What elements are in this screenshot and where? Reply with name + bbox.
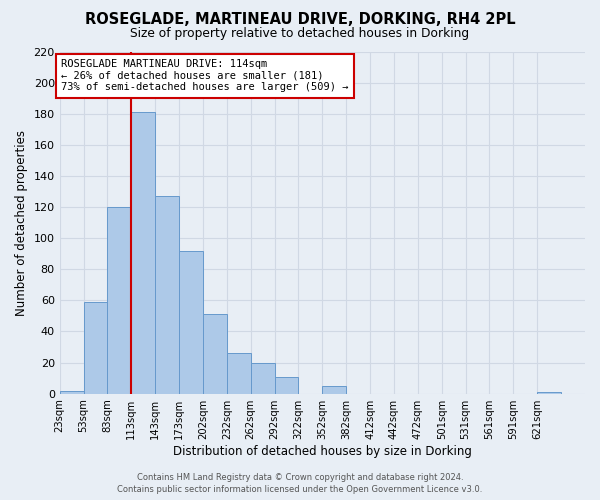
Bar (59, 390, 83, 394)
Bar (322, 386, 346, 394)
Bar (275, 376, 298, 394)
X-axis label: Distribution of detached houses by size in Dorking: Distribution of detached houses by size … (173, 444, 472, 458)
Bar (227, 354, 251, 394)
Bar (155, 196, 179, 394)
Y-axis label: Number of detached properties: Number of detached properties (15, 130, 28, 316)
Bar (203, 314, 227, 394)
Bar (179, 250, 203, 394)
Bar (107, 207, 131, 394)
Text: ROSEGLADE MARTINEAU DRIVE: 114sqm
← 26% of detached houses are smaller (181)
73%: ROSEGLADE MARTINEAU DRIVE: 114sqm ← 26% … (61, 60, 349, 92)
Text: Contains HM Land Registry data © Crown copyright and database right 2024.
Contai: Contains HM Land Registry data © Crown c… (118, 472, 482, 494)
Bar (537, 392, 561, 394)
Text: Size of property relative to detached houses in Dorking: Size of property relative to detached ho… (130, 28, 470, 40)
Text: ROSEGLADE, MARTINEAU DRIVE, DORKING, RH4 2PL: ROSEGLADE, MARTINEAU DRIVE, DORKING, RH4… (85, 12, 515, 28)
Bar (251, 362, 275, 394)
Bar (83, 302, 107, 394)
Bar (131, 112, 155, 394)
